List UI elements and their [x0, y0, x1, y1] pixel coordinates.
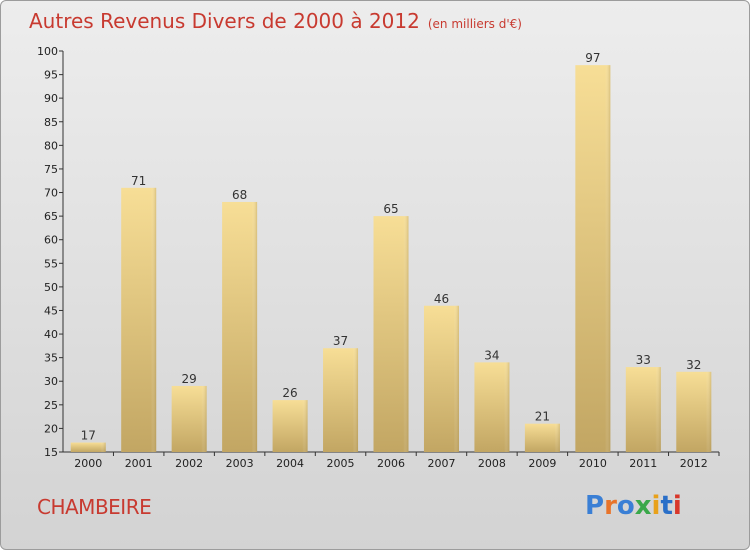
logo-letter: r [604, 491, 617, 521]
bar-shade-2000 [70, 442, 106, 452]
axes: 15 20 25 30 35 40 45 50 55 60 65 70 75 80 85 90 95 100 200… [37, 45, 720, 470]
value-label: 33 [636, 353, 651, 367]
value-label: 65 [383, 202, 398, 216]
value-label: 26 [282, 386, 297, 400]
y-tick-label: 40 [44, 328, 58, 341]
x-tick-label: 2002 [175, 457, 203, 470]
y-tick-label: 35 [44, 352, 58, 365]
x-tick-label: 2012 [680, 457, 708, 470]
y-tick-label: 25 [44, 399, 58, 412]
x-tick-label: 2009 [528, 457, 556, 470]
y-tick-label: 100 [37, 45, 58, 58]
x-tick-label: 2010 [579, 457, 607, 470]
value-label: 21 [535, 410, 550, 424]
y-tick-label: 55 [44, 257, 58, 270]
bar-shade-2002 [171, 385, 207, 452]
logo-letter: t [660, 491, 673, 521]
bar-shade-2011 [625, 367, 661, 452]
chart-subtitle: (en milliers d'€) [427, 17, 522, 31]
value-label: 71 [131, 174, 146, 188]
y-tick-label: 65 [44, 210, 58, 223]
y-tick-label: 75 [44, 163, 58, 176]
x-tick-label: 2007 [427, 457, 455, 470]
city-name: CHAMBEIRE [37, 495, 152, 519]
x-tick-label: 2004 [276, 457, 304, 470]
y-tick-label: 45 [44, 304, 58, 317]
value-label: 17 [81, 429, 96, 443]
value-label: 29 [182, 372, 197, 386]
x-tick-label: 2011 [629, 457, 657, 470]
value-label: 37 [333, 334, 348, 348]
x-tick-label: 2000 [74, 457, 102, 470]
chart-title-main: Autres Revenus Divers de 2000 à 2012 [29, 9, 420, 33]
y-tick-label: 80 [44, 139, 58, 152]
bar-shade-2005 [323, 348, 359, 452]
x-tick-label: 2003 [226, 457, 254, 470]
bar-shade-2012 [676, 371, 712, 452]
chart-title: Autres Revenus Divers de 2000 à 2012 (en … [29, 9, 522, 33]
y-tick-label: 15 [44, 446, 58, 459]
x-tick-label: 2006 [377, 457, 405, 470]
y-tick-label: 70 [44, 187, 58, 200]
y-tick-label: 85 [44, 116, 58, 129]
value-label: 32 [686, 358, 701, 372]
bar-shade-2010 [575, 65, 611, 452]
logo-letter: i [672, 491, 682, 521]
y-tick-label: 20 [44, 422, 58, 435]
bar-shade-2001 [121, 187, 157, 452]
x-tick-label: 2005 [327, 457, 355, 470]
proxiti-logo: Proxiti [585, 491, 682, 521]
bars [70, 65, 712, 452]
bar-shade-2007 [423, 305, 459, 452]
y-tick-label: 90 [44, 92, 58, 105]
logo-letter: i [651, 491, 661, 521]
bar-shade-2006 [373, 216, 409, 452]
x-tick-label: 2001 [125, 457, 153, 470]
value-label: 46 [434, 292, 449, 306]
bar-shade-2009 [524, 423, 560, 452]
x-tick-label: 2008 [478, 457, 506, 470]
value-labels: 17 71 29 68 26 37 65 46 34 21 97 33 32 [81, 51, 702, 442]
value-label: 34 [484, 348, 499, 362]
value-label: 68 [232, 188, 247, 202]
bar-shade-2004 [272, 400, 308, 452]
logo-letter: o [616, 491, 635, 521]
value-label: 97 [585, 51, 600, 65]
y-tick-label: 30 [44, 375, 58, 388]
y-tick-label: 95 [44, 69, 58, 82]
y-tick-label: 60 [44, 234, 58, 247]
bar-shade-2003 [222, 201, 258, 452]
y-tick-label: 50 [44, 281, 58, 294]
logo-letter: P [585, 491, 605, 521]
logo-letter: x [634, 491, 652, 521]
bar-shade-2008 [474, 362, 510, 452]
